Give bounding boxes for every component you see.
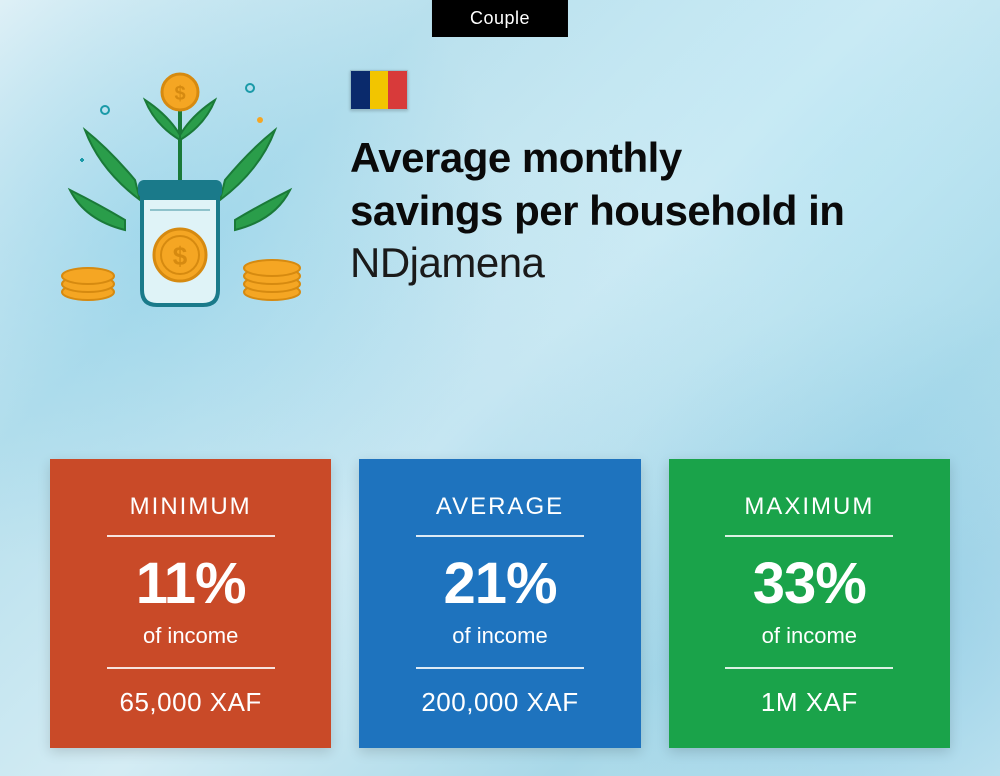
card-amount: 1M XAF [693,687,926,718]
flag-stripe-3 [388,71,407,109]
svg-text:$: $ [174,83,185,105]
stat-card-average: AVERAGE 21% of income 200,000 XAF [359,459,640,748]
card-amount: 200,000 XAF [383,687,616,718]
stat-card-minimum: MINIMUM 11% of income 65,000 XAF [50,459,331,748]
card-divider [725,535,893,537]
card-amount: 65,000 XAF [74,687,307,718]
page-title: Average monthly savings per household in… [350,132,950,290]
savings-jar: $ [138,180,222,305]
coin-stack-right [244,260,300,300]
card-percent: 33% [693,555,926,613]
title-city: NDjamena [350,239,544,286]
card-label: AVERAGE [383,493,616,521]
card-percent: 21% [383,555,616,613]
stat-cards-row: MINIMUM 11% of income 65,000 XAF AVERAGE… [50,459,950,748]
category-badge: Couple [432,0,568,37]
card-subtext: of income [74,623,307,649]
flag-stripe-1 [351,71,370,109]
card-divider [107,535,275,537]
svg-text:$: $ [173,241,188,271]
country-flag-icon [350,70,408,110]
title-block: Average monthly savings per household in… [350,60,950,290]
card-divider [725,667,893,669]
stat-card-maximum: MAXIMUM 33% of income 1M XAF [669,459,950,748]
card-divider [416,535,584,537]
card-label: MAXIMUM [693,493,926,521]
header-section: $ $ Average monthly sa [50,60,950,320]
flag-stripe-2 [370,71,389,109]
title-line-1: Average monthly [350,134,682,181]
card-divider [416,667,584,669]
card-divider [107,667,275,669]
savings-illustration: $ $ [50,60,310,320]
coin-stack-left [62,268,114,300]
card-label: MINIMUM [74,493,307,521]
card-subtext: of income [693,623,926,649]
card-percent: 11% [74,555,307,613]
card-subtext: of income [383,623,616,649]
title-line-2: savings per household in [350,187,844,234]
